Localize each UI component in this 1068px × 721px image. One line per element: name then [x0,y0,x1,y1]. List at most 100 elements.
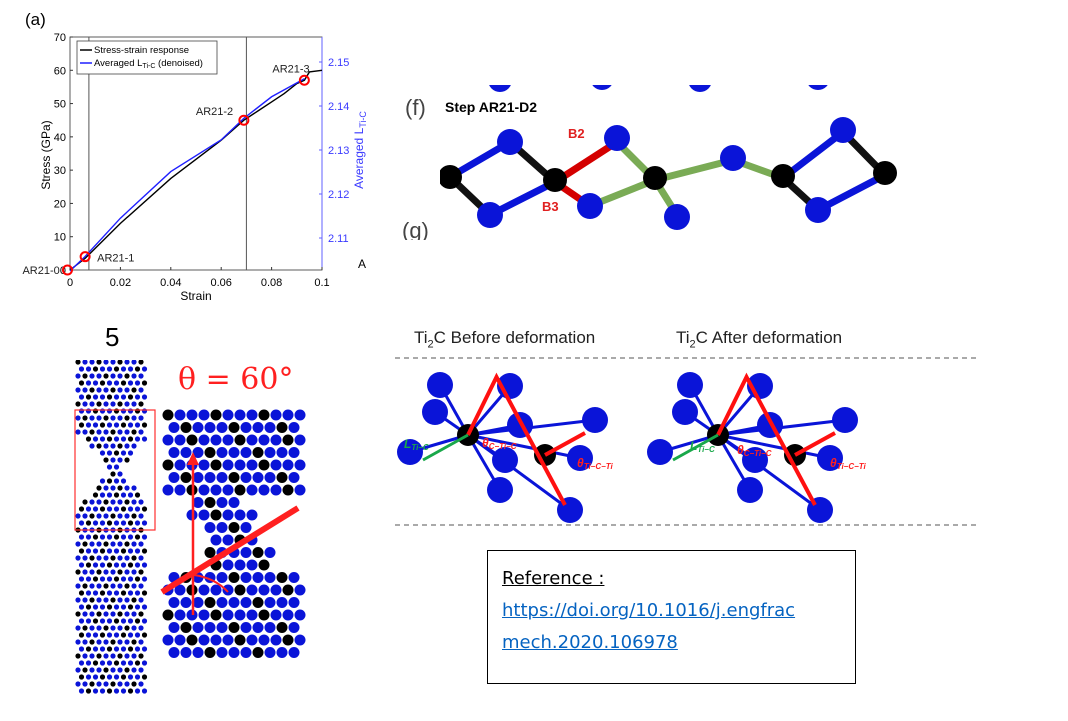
atom [162,459,174,471]
atom [113,506,120,512]
atom [78,688,85,694]
atom [162,484,174,496]
atom [222,559,234,571]
angle-ti-c-ti-after: θTi−C−Ti [830,456,867,471]
y-tick-label: 20 [54,198,66,210]
atom [252,447,264,458]
angle-line [794,431,836,457]
atom [89,639,95,645]
x-axis-label: Strain [180,289,211,303]
ti-atom [742,447,768,473]
legend: Stress-strain response Averaged LTi-C (d… [76,40,218,75]
atom [120,492,127,498]
atom [117,611,123,617]
atom [127,492,134,498]
atom [222,634,234,646]
atom [210,509,222,521]
atom [124,555,130,561]
atom [96,597,102,603]
atom [82,583,88,589]
atom [180,472,192,483]
angle-ti-c-ti-before: θTi−C−Ti [577,456,614,471]
atom [252,622,264,633]
atom [141,618,148,624]
atom [131,541,137,547]
atom [204,422,216,433]
atom [110,429,116,435]
atom [99,520,106,526]
atom [134,618,141,624]
atom [258,459,270,471]
atom [216,497,228,508]
atom [276,472,288,483]
atom [96,401,102,407]
atom [113,674,120,680]
atom [85,534,92,540]
atom [192,447,204,458]
atom [131,639,137,645]
atom [127,604,134,610]
atom [82,429,88,435]
y-tick-label: 30 [54,165,66,177]
atom [264,622,276,633]
ti-atom [647,439,673,465]
atom [141,520,148,526]
ti-atom [567,445,593,471]
atom [110,360,116,365]
atom [85,660,92,666]
atom [82,653,88,659]
atom [270,434,282,446]
atom [127,590,134,596]
atom [103,373,109,379]
atom [294,584,306,596]
atom [96,555,102,561]
atom [103,443,109,449]
atom [103,611,109,617]
length-arrow [422,433,469,462]
atom [117,583,123,589]
atom [131,681,137,687]
atom [103,541,109,547]
atom [131,611,137,617]
atom [228,447,240,458]
atom [141,394,148,400]
atom [110,555,116,561]
y-tick-label: 70 [54,32,66,44]
atom [141,576,148,582]
atom [234,409,246,421]
atom [228,497,240,508]
panel-5-label: 5 [105,322,120,352]
atom [168,647,180,658]
atom [131,360,137,365]
atom [78,562,85,568]
atom [204,597,216,608]
atom [134,534,141,540]
atom [78,590,85,596]
atom [110,499,116,505]
atom [252,647,264,658]
atom [204,647,216,658]
atom [120,478,127,484]
atom [234,609,246,621]
atom [124,569,130,575]
atom [92,380,99,386]
atom [276,572,288,583]
atom [162,609,174,621]
atom [99,688,106,694]
panel-a-label: (a) [25,10,46,29]
atom [113,688,120,694]
atom [228,422,240,433]
atom [138,667,144,673]
atom [210,434,222,446]
reference-box: Reference : https://doi.org/10.1016/j.en… [487,550,856,684]
atom [103,625,109,631]
atom [117,499,123,505]
reference-link[interactable]: https://doi.org/10.1016/j.engfrac mech.20… [502,600,796,653]
atom [117,681,123,687]
atom [120,534,127,540]
atom [96,653,102,659]
atom [99,674,106,680]
atom [75,667,81,673]
atom [75,555,81,561]
atom [288,422,300,433]
